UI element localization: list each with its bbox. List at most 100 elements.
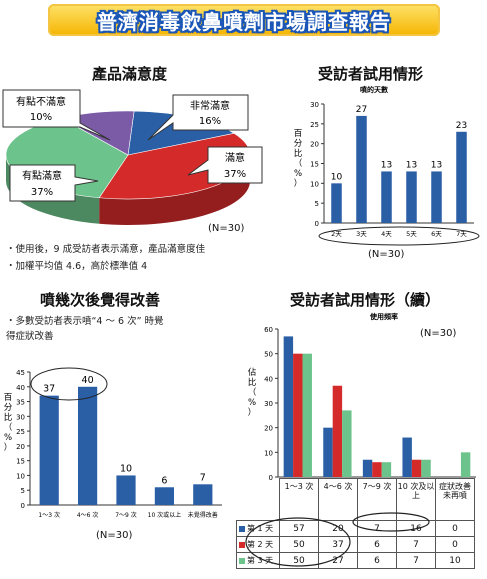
usage-frequency-grouped-bar-chart: 0 10 20 30 40 50 60 佔比（%） 使用頻率 bbox=[248, 312, 476, 480]
y-tick-label: 0 bbox=[21, 502, 25, 510]
improve-note-2: 得症狀改善 bbox=[6, 331, 54, 342]
y-tick-label: 60 bbox=[264, 326, 273, 334]
pie-pct-somewhat-satisfied: 37% bbox=[31, 187, 53, 198]
y-tick-label: 45 bbox=[16, 369, 25, 377]
bar-value-label: 10 bbox=[120, 463, 132, 474]
bar-value-label: 13 bbox=[381, 160, 392, 170]
y-axis-label-char: ） bbox=[294, 178, 303, 189]
bar bbox=[154, 487, 174, 505]
x-tick-label: 1～3 次 bbox=[38, 511, 60, 519]
bar bbox=[362, 459, 373, 477]
y-axis-label-char: 佔 bbox=[248, 367, 257, 378]
y-axis-label-char: 分 bbox=[4, 403, 13, 413]
bar bbox=[116, 475, 136, 505]
bar bbox=[381, 462, 392, 477]
x-tick-label: 4天 bbox=[381, 230, 392, 238]
x-tick-label: 5天 bbox=[406, 230, 417, 238]
bar-value-label: 6 bbox=[161, 475, 167, 486]
bar-value-label: 13 bbox=[406, 160, 417, 170]
y-tick-label: 10 bbox=[264, 449, 273, 457]
bar-value-label: 23 bbox=[456, 121, 467, 131]
x-tick-label: 10 次或以上 bbox=[148, 511, 182, 519]
y-tick-label: 20 bbox=[264, 425, 273, 433]
y-tick-label: 0 bbox=[269, 474, 273, 480]
y-tick-label: 0 bbox=[315, 220, 319, 228]
trial2-n-label: (N=30) bbox=[420, 328, 457, 339]
bar-value-label: 7 bbox=[200, 472, 206, 483]
bar bbox=[39, 395, 59, 505]
table-cell: 10 bbox=[435, 552, 475, 569]
x-tick-label: 2天 bbox=[331, 230, 342, 238]
y-axis-label-char: （ bbox=[294, 158, 303, 169]
y-axis-label-char: 百 bbox=[294, 129, 303, 139]
y-axis-label-char: 百 bbox=[4, 393, 13, 403]
y-tick-label: 10 bbox=[16, 472, 25, 480]
improve-title: 噴幾次後覺得改善 bbox=[40, 291, 161, 309]
improve-n-label: (N=30) bbox=[96, 530, 133, 541]
y-axis-label-char: （ bbox=[248, 387, 257, 398]
table-row: 第 3 天 50 27 6 7 10 bbox=[236, 552, 475, 569]
bar-value-label: 37 bbox=[43, 384, 55, 395]
bar bbox=[78, 386, 98, 505]
x-tick-label: 6天 bbox=[431, 230, 442, 238]
y-tick-label: 25 bbox=[310, 121, 319, 129]
y-axis-label-char: % bbox=[248, 398, 256, 408]
x-tick-label: 7天 bbox=[456, 230, 467, 238]
highlight-ellipses-table bbox=[245, 512, 430, 567]
y-axis-label-char: 比 bbox=[294, 148, 303, 159]
bar bbox=[193, 484, 213, 505]
bar bbox=[411, 459, 422, 477]
pie-callouts: 有點不滿意 10% 非常滿意 16% 滿意 37% 有點滿意 37% bbox=[2, 89, 263, 202]
y-axis-label-char: 比 bbox=[248, 377, 257, 388]
bar bbox=[372, 462, 382, 477]
callout-box-very-satisfied bbox=[147, 94, 249, 141]
pie-label-somewhat-dissatisfied: 有點不滿意 bbox=[16, 95, 66, 108]
y-axis-label-char: 比 bbox=[4, 412, 13, 423]
trial-n-label: (N=30) bbox=[368, 249, 405, 260]
bar bbox=[460, 452, 471, 477]
pie-label-very-satisfied: 非常滿意 bbox=[190, 99, 230, 112]
satisfaction-n-label: (N=30) bbox=[208, 223, 245, 234]
y-axis-label-char: ） bbox=[248, 407, 257, 418]
callout-box-satisfied bbox=[187, 146, 263, 184]
satisfaction-note-1: ・使用後，9 成受訪者表示滿意，產品滿意度佳 bbox=[6, 244, 206, 255]
y-tick-label: 30 bbox=[16, 413, 25, 421]
bar bbox=[332, 385, 343, 477]
improve-note-1: ・多數受訪者表示噴“4 ～ 6 次” 時覺 bbox=[6, 316, 164, 327]
y-tick-label: 30 bbox=[310, 101, 319, 109]
bar bbox=[421, 459, 431, 477]
callout-box-somewhat-satisfied bbox=[9, 164, 99, 202]
x-tick-label: 未覺得改善 bbox=[188, 511, 218, 519]
highlight-ellipse bbox=[318, 226, 480, 246]
series-name-day1: 第 1 天 bbox=[247, 524, 274, 533]
y-tick-label: 30 bbox=[264, 400, 273, 408]
y-tick-label: 15 bbox=[310, 161, 319, 169]
y-tick-label: 35 bbox=[16, 399, 25, 407]
satisfaction-note-2: ・加權平均值 4.6，高於標準值 4 bbox=[6, 261, 148, 272]
bar bbox=[381, 171, 392, 223]
legend-swatch-day3 bbox=[239, 557, 245, 564]
callout-box-somewhat-dissatisfied bbox=[2, 89, 111, 141]
trial2-title: 受訪者試用情形（續） bbox=[290, 291, 441, 309]
pie-pct-very-satisfied: 16% bbox=[199, 116, 221, 127]
y-tick-label: 10 bbox=[310, 180, 319, 188]
bar bbox=[323, 427, 333, 477]
table-cell: 0 bbox=[435, 520, 475, 537]
bar bbox=[456, 131, 467, 223]
bar bbox=[283, 336, 294, 477]
table-cell: 0 bbox=[435, 536, 475, 553]
report-title: 普濟消毒飲鼻噴劑市場調查報告 bbox=[97, 9, 391, 34]
pie-pct-satisfied: 37% bbox=[224, 169, 246, 180]
highlight-ellipse bbox=[245, 517, 351, 567]
trial-days-bar-chart: 0 5 10 15 20 25 30 百分比（%） 10 2天 27 3天 13 4天 13 5天 13 6天 23… bbox=[294, 85, 480, 246]
bar-value-label: 27 bbox=[356, 105, 367, 115]
y-tick-label: 5 bbox=[315, 200, 319, 208]
trial-title: 受訪者試用情形 bbox=[318, 65, 424, 83]
table-col-header: 7～9 次 bbox=[357, 478, 397, 521]
y-axis-label-char: ） bbox=[4, 442, 13, 453]
trial-subtitle: 噴的天數 bbox=[360, 85, 388, 94]
series-name-day2: 第 2 天 bbox=[247, 540, 274, 549]
pie-label-somewhat-satisfied: 有點滿意 bbox=[22, 169, 62, 182]
y-tick-label: 20 bbox=[310, 141, 319, 149]
bar bbox=[342, 410, 352, 477]
